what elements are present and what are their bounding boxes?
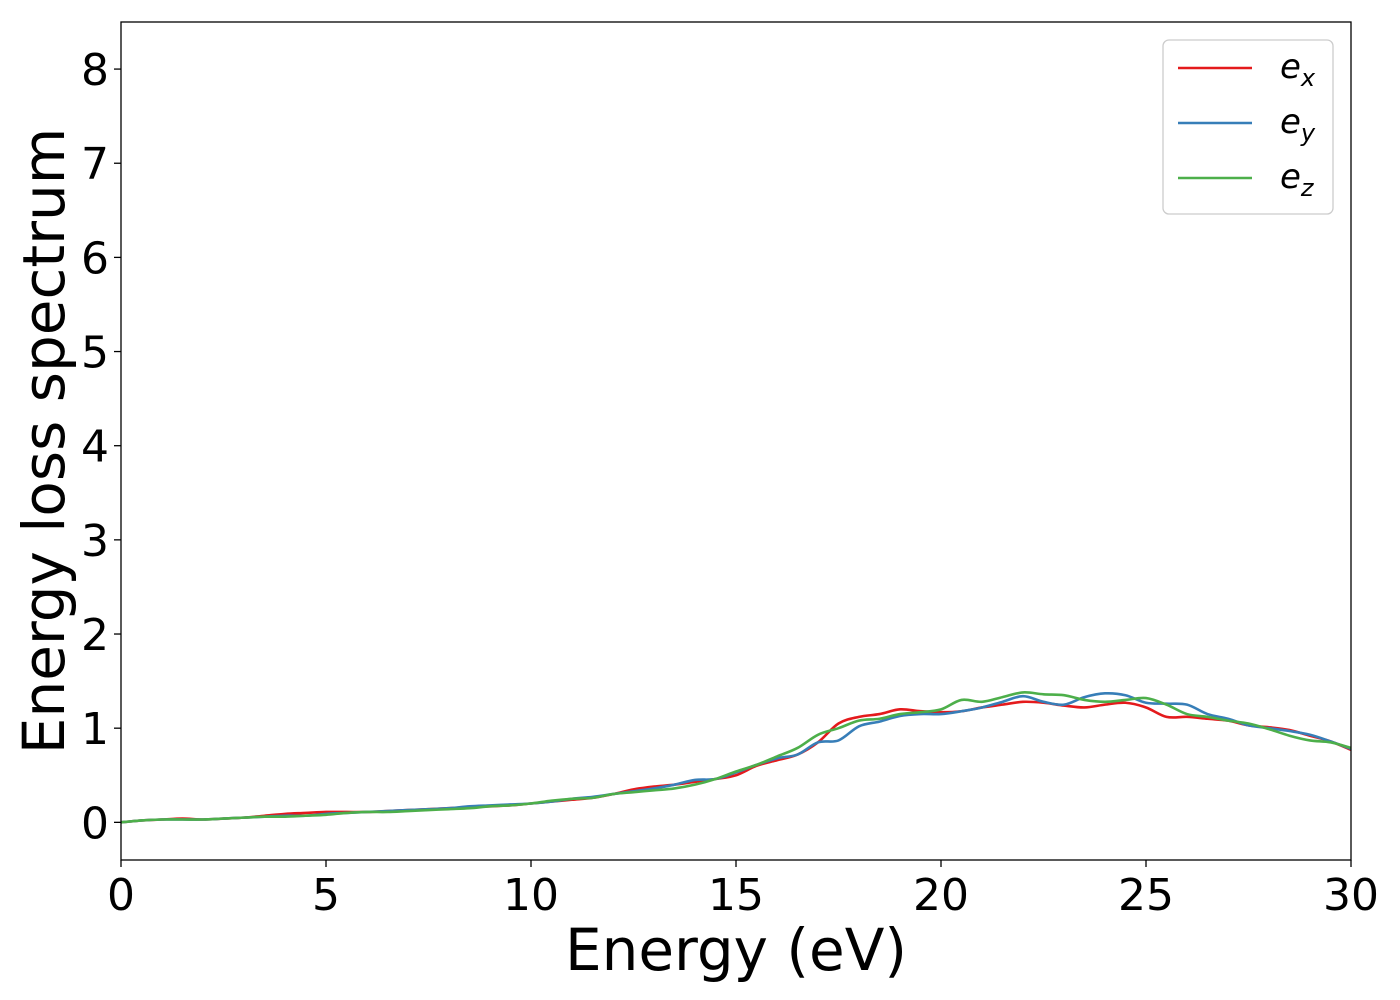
- x-tick-label: 0: [107, 870, 135, 921]
- y-tick-label: 8: [81, 45, 109, 96]
- legend-label-e_y: ey: [1280, 102, 1316, 147]
- x-axis-ticks: 0 5 10 15 20 25 30: [107, 860, 1379, 921]
- plot-lines: [120, 691, 1352, 824]
- legend-box: [1162, 39, 1334, 215]
- x-tick-label: 30: [1323, 870, 1379, 921]
- y-tick-label: 5: [81, 328, 109, 379]
- series-line-e_y: [120, 691, 1352, 824]
- y-tick-label: 6: [81, 233, 109, 284]
- y-tick-label: 1: [81, 704, 109, 755]
- y-tick-label: 3: [81, 516, 109, 567]
- y-axis-ticks: 0 1 2 3 4 5 6 7 8: [81, 45, 121, 849]
- x-tick-label: 10: [503, 870, 559, 921]
- y-tick-label: 4: [81, 422, 109, 473]
- y-tick-label: 2: [81, 610, 109, 661]
- x-tick-label: 20: [913, 870, 969, 921]
- legend-label-e_x: ex: [1280, 47, 1316, 92]
- legend-label-e_z: ez: [1280, 157, 1315, 202]
- y-tick-label: 0: [81, 798, 109, 849]
- x-tick-label: 15: [708, 870, 764, 921]
- y-tick-label: 7: [81, 139, 109, 190]
- x-tick-label: 5: [312, 870, 340, 921]
- series-line-e_z: [120, 691, 1352, 824]
- x-tick-label: 25: [1118, 870, 1174, 921]
- x-axis-title: Energy (eV): [565, 916, 907, 984]
- y-axis-title: Energy loss spectrum: [10, 128, 78, 754]
- series-line-e_x: [120, 700, 1352, 824]
- legend: ex ey ez: [1162, 39, 1334, 215]
